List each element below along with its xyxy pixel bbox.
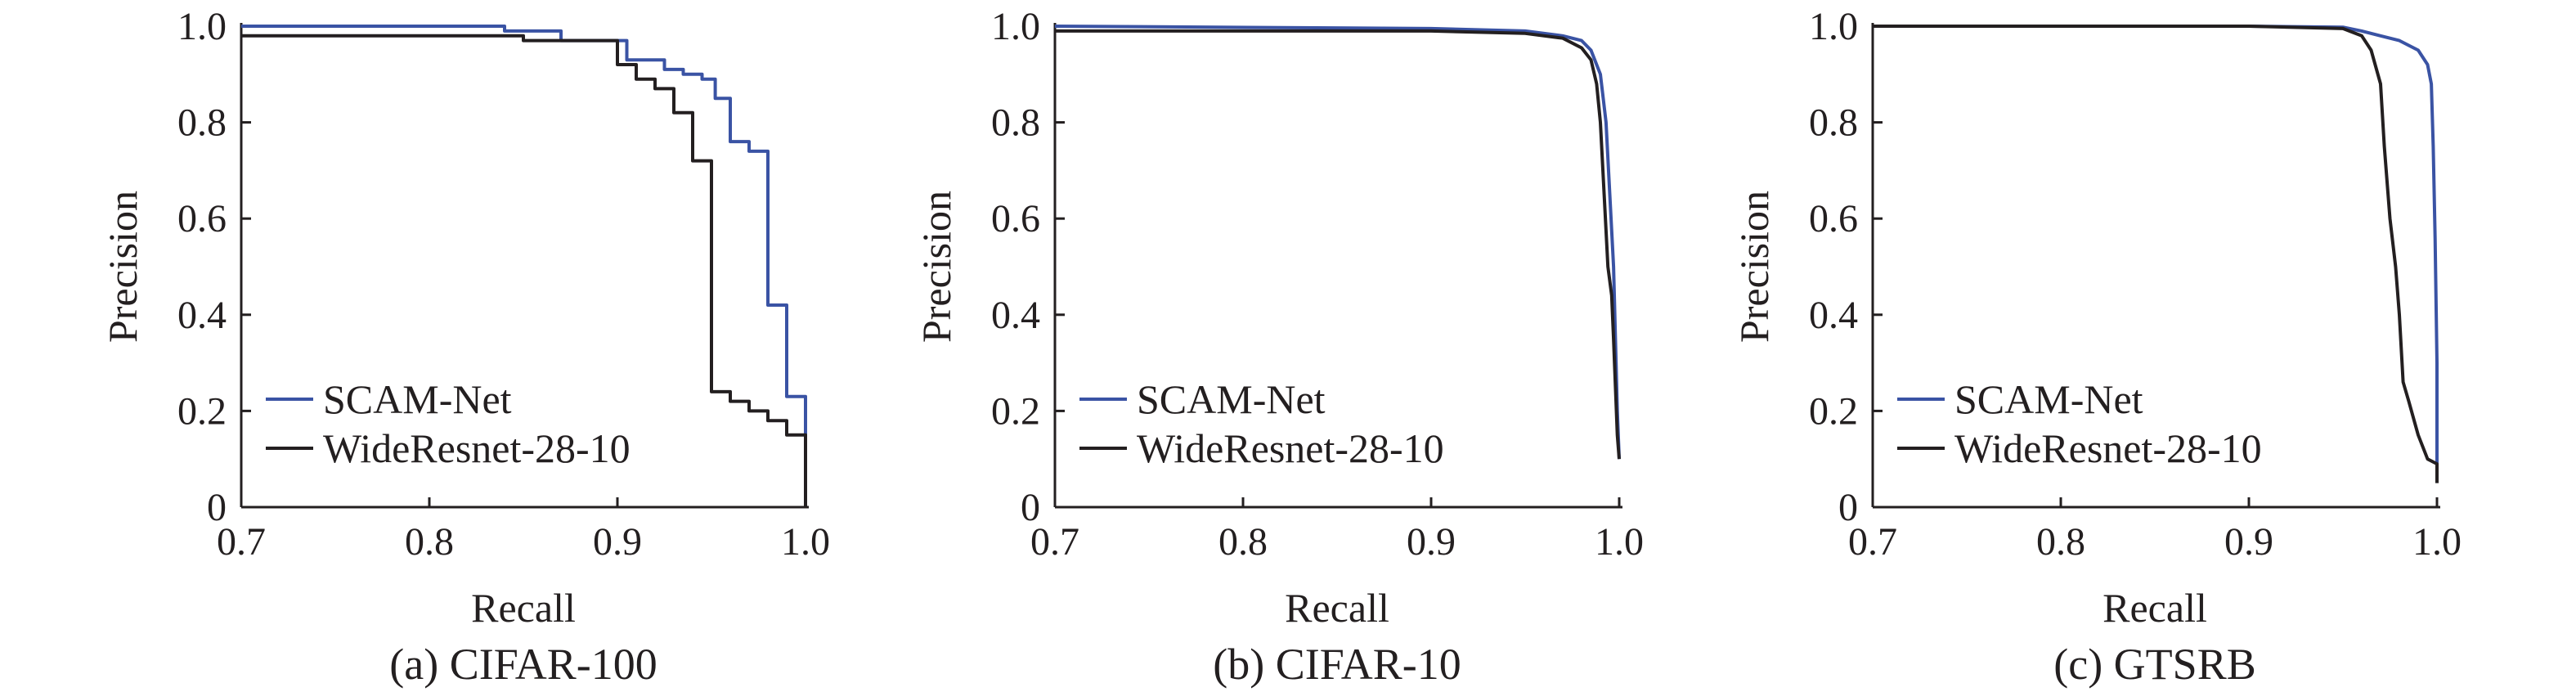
- x-tick-label: 0.8: [2036, 520, 2085, 564]
- legend-label: WideResnet-28-10: [323, 425, 631, 471]
- x-tick-label: 1.0: [1595, 520, 1644, 564]
- y-tick-label: 1.0: [177, 5, 227, 48]
- x-tick-label: 0.8: [405, 520, 454, 564]
- y-tick-label: 0.4: [177, 294, 227, 337]
- chart-panel-2: 0 0.2 0.4 0.6 0.8 1.0 0.7 0.8 0.9 1.0 Recall Precis…: [913, 5, 1644, 689]
- x-axis-title: Recall: [471, 585, 576, 631]
- chart-panel-3: 0 0.2 0.4 0.6 0.8 1.0 0.7 0.8 0.9 1.0 Recall Precis…: [1731, 5, 2462, 689]
- legend-label: SCAM-Net: [1954, 376, 2143, 422]
- y-tick-label: 0.4: [991, 294, 1040, 337]
- x-tick-label: 0.7: [1030, 520, 1079, 564]
- y-tick-label: 0: [1838, 486, 1858, 529]
- chart-panels: 0 0.2 0.4 0.6 0.8 1.0 0.7 0.8 0.9 1.0 Recall Precis…: [100, 5, 2462, 689]
- panel-caption: (a) CIFAR-100: [389, 640, 657, 689]
- legend-label: SCAM-Net: [323, 376, 512, 422]
- y-tick-label: 1.0: [1809, 5, 1858, 48]
- y-axis-title: Precision: [100, 191, 146, 343]
- panel-caption: (c) GTSRB: [2053, 640, 2255, 689]
- x-tick-label: 0.7: [1848, 520, 1897, 564]
- y-tick-label: 0.6: [177, 197, 227, 240]
- chart-panel-1: 0 0.2 0.4 0.6 0.8 1.0 0.7 0.8 0.9 1.0 Recall Precis…: [100, 5, 830, 689]
- x-tick-label: 0.9: [2224, 520, 2273, 564]
- y-tick-label: 0: [207, 486, 227, 529]
- x-tick-label: 1.0: [781, 520, 830, 564]
- y-tick-label: 0: [1021, 486, 1040, 529]
- y-tick-label: 0.8: [177, 101, 227, 145]
- series-line-scam-net: [241, 25, 807, 435]
- series-line-wideresnet: [1873, 25, 2439, 483]
- y-tick-label: 0.8: [991, 101, 1040, 145]
- x-axis-title: Recall: [2103, 585, 2207, 631]
- x-tick-label: 0.8: [1218, 520, 1268, 564]
- legend-label: WideResnet-28-10: [1137, 425, 1444, 471]
- y-tick-label: 0.8: [1809, 101, 1858, 145]
- series-line-wideresnet: [1055, 29, 1621, 460]
- legend-label: WideResnet-28-10: [1954, 425, 2262, 471]
- x-tick-label: 0.9: [1407, 520, 1456, 564]
- series-line-scam-net: [1054, 25, 1621, 460]
- y-tick-label: 0.2: [1809, 389, 1858, 433]
- legend-label: SCAM-Net: [1137, 376, 1326, 422]
- y-tick-label: 1.0: [991, 5, 1040, 48]
- y-tick-label: 0.4: [1809, 294, 1858, 337]
- y-axis-title: Precision: [913, 191, 959, 343]
- x-axis-title: Recall: [1285, 585, 1389, 631]
- y-tick-label: 0.6: [1809, 197, 1858, 240]
- y-tick-label: 0.2: [177, 389, 227, 433]
- x-tick-label: 0.9: [593, 520, 642, 564]
- series-line-wideresnet: [241, 34, 807, 507]
- x-tick-label: 0.7: [217, 520, 266, 564]
- panel-caption: (b) CIFAR-10: [1213, 640, 1461, 689]
- y-tick-label: 0.6: [991, 197, 1040, 240]
- y-axis-title: Precision: [1731, 191, 1777, 343]
- x-tick-label: 1.0: [2412, 520, 2462, 564]
- y-tick-label: 0.2: [991, 389, 1040, 433]
